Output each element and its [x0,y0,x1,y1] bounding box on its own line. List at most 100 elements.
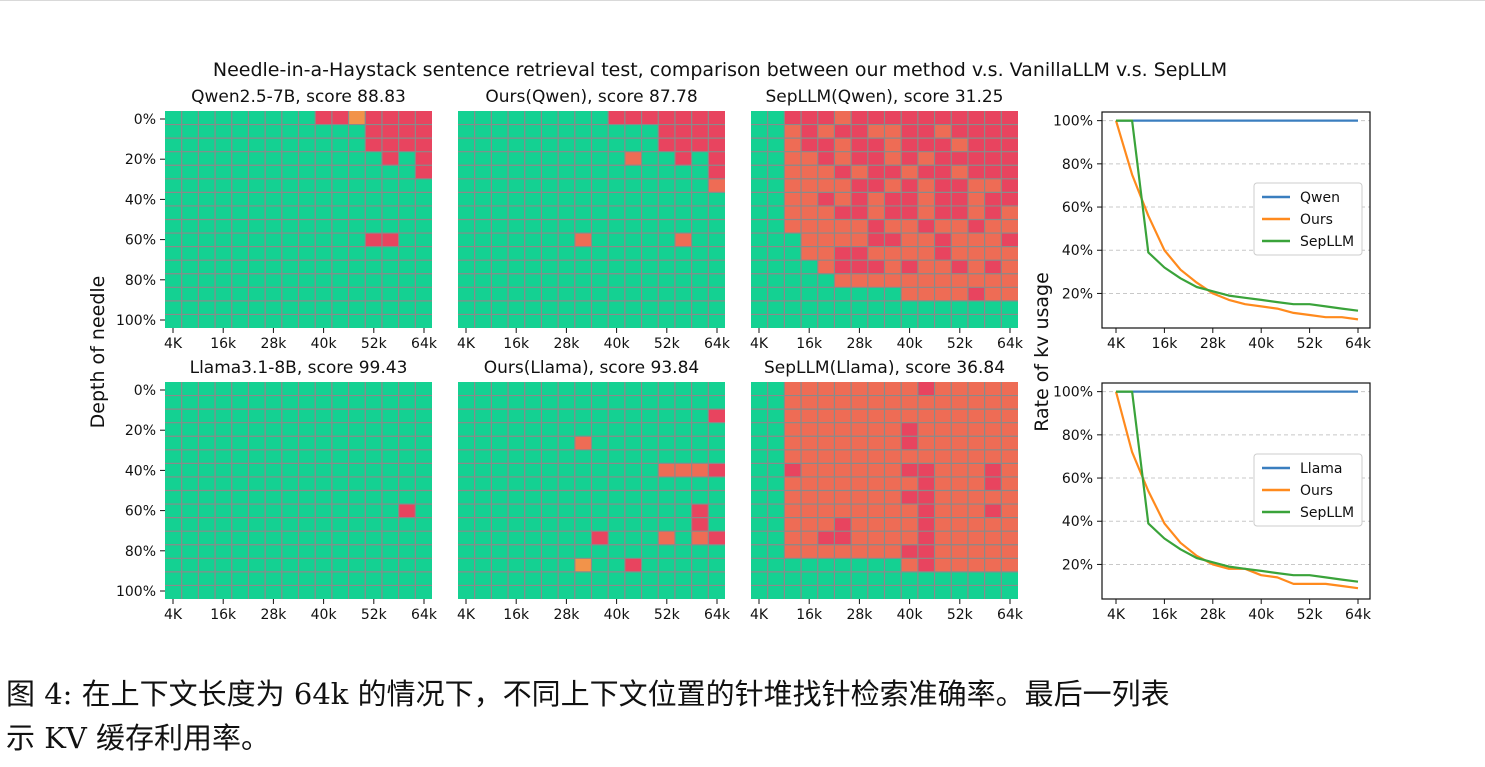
heatmap-cell [624,287,642,301]
heatmap-cell [917,246,935,261]
heatmap-cell [691,314,709,328]
heatmap-cell [415,531,432,545]
heatmap-cell [591,422,609,437]
heatmap-cell [591,436,609,450]
heatmap-cell [574,517,592,532]
heatmap-cell [1001,246,1018,261]
heatmap-cell [165,314,182,328]
heatmap-cell [624,558,642,572]
heatmap-cell [817,504,835,518]
heatmap-cell [951,111,968,125]
heatmap-cell [641,504,659,518]
heatmap-cell [415,571,432,586]
heatmap-cell [608,409,625,423]
heatmap-cell [917,300,935,315]
heatmap-cell [315,409,332,423]
heatmap-cell [574,382,592,396]
heatmap-cell [608,124,625,139]
heatmap-cell [624,395,642,410]
heatmap-cell [331,463,349,477]
heatmap-cell [817,233,835,247]
heatmap-cell [624,233,642,247]
heatmap-cell [901,273,918,288]
heatmap-cell [215,300,232,315]
heatmap-cell [658,409,675,423]
heatmap-cell [474,219,492,234]
heatmap-cell [801,233,818,247]
x-tick-label: 52k [654,336,681,352]
heatmap-cell [415,273,432,288]
heatmap-cell [801,124,818,139]
heatmap-cell [574,395,592,410]
heatmap-cell [641,138,659,152]
heatmap-cell [834,544,852,559]
heatmap-cell [181,219,199,234]
heatmap-cell [265,192,282,206]
heatmap-cell [415,517,432,532]
heatmap-cell [834,436,852,450]
heatmap-cell [574,233,592,247]
heatmap-cell [415,165,432,179]
heatmap-cell [801,111,818,125]
heatmap-cell [458,463,475,477]
heatmap-cell [298,585,316,599]
heatmap-cell [658,205,675,220]
heatmap-cell [365,178,382,193]
heatmap-cell [1001,571,1018,586]
heatmap-cell [784,205,802,220]
heatmap-cell [331,165,349,179]
heatmap-cell [867,517,885,532]
heatmap-cell [691,436,709,450]
heatmap-cell [181,273,199,288]
y-tick-label: 0% [134,112,156,128]
heatmap-cell [315,124,332,139]
heatmap-cell [181,504,199,518]
x-tick-label: 4K [750,607,769,623]
heatmap-cell [934,544,952,559]
heatmap-cell [641,382,659,396]
heatmap-cell [984,165,1002,179]
heatmap-cell [541,571,559,586]
heatmap-cell [215,314,232,328]
heatmap-cell [641,111,659,125]
heatmap-cell [524,449,542,464]
heatmap-cell [851,395,868,410]
heatmap-cell [708,517,725,532]
heatmap-cell [708,571,725,586]
heatmap-cell [624,111,642,125]
heatmap-cell [474,165,492,179]
heatmap-cell [215,260,232,274]
heatmap-cell [348,151,366,166]
y-tick-label: 60% [125,233,156,249]
x-tick-label: 28k [553,336,580,352]
heatmap-cell [967,517,985,532]
heatmap-cell [315,192,332,206]
heatmap-cell [1001,287,1018,301]
heatmap-cell [901,436,918,450]
heatmap-cell [901,111,918,125]
x-tick-label: 28k [846,336,873,352]
heatmap-cell [524,314,542,328]
heatmap-cell [474,151,492,166]
heatmap-cell [817,314,835,328]
heatmap-cell [315,422,332,437]
heatmap-cell [884,436,902,450]
heatmap-cell [474,422,492,437]
heatmap-cell [1001,449,1018,464]
heatmap-cell [674,531,692,545]
heatmap-cell [884,205,902,220]
heatmap-cell [624,165,642,179]
heatmap-cell [215,138,232,152]
heatmap-cell [215,504,232,518]
heatmap-cell [784,246,802,261]
heatmap-cell [491,531,509,545]
heatmap-cell [951,517,968,532]
heatmap-cell [951,300,968,315]
heatmap-cell [231,544,249,559]
heatmap-cell [608,585,625,599]
heatmap-cell [817,246,835,261]
heatmap-cell [231,476,249,491]
heatmap-cell [491,138,509,152]
heatmap-cell [415,151,432,166]
heatmap-cell [834,111,852,125]
